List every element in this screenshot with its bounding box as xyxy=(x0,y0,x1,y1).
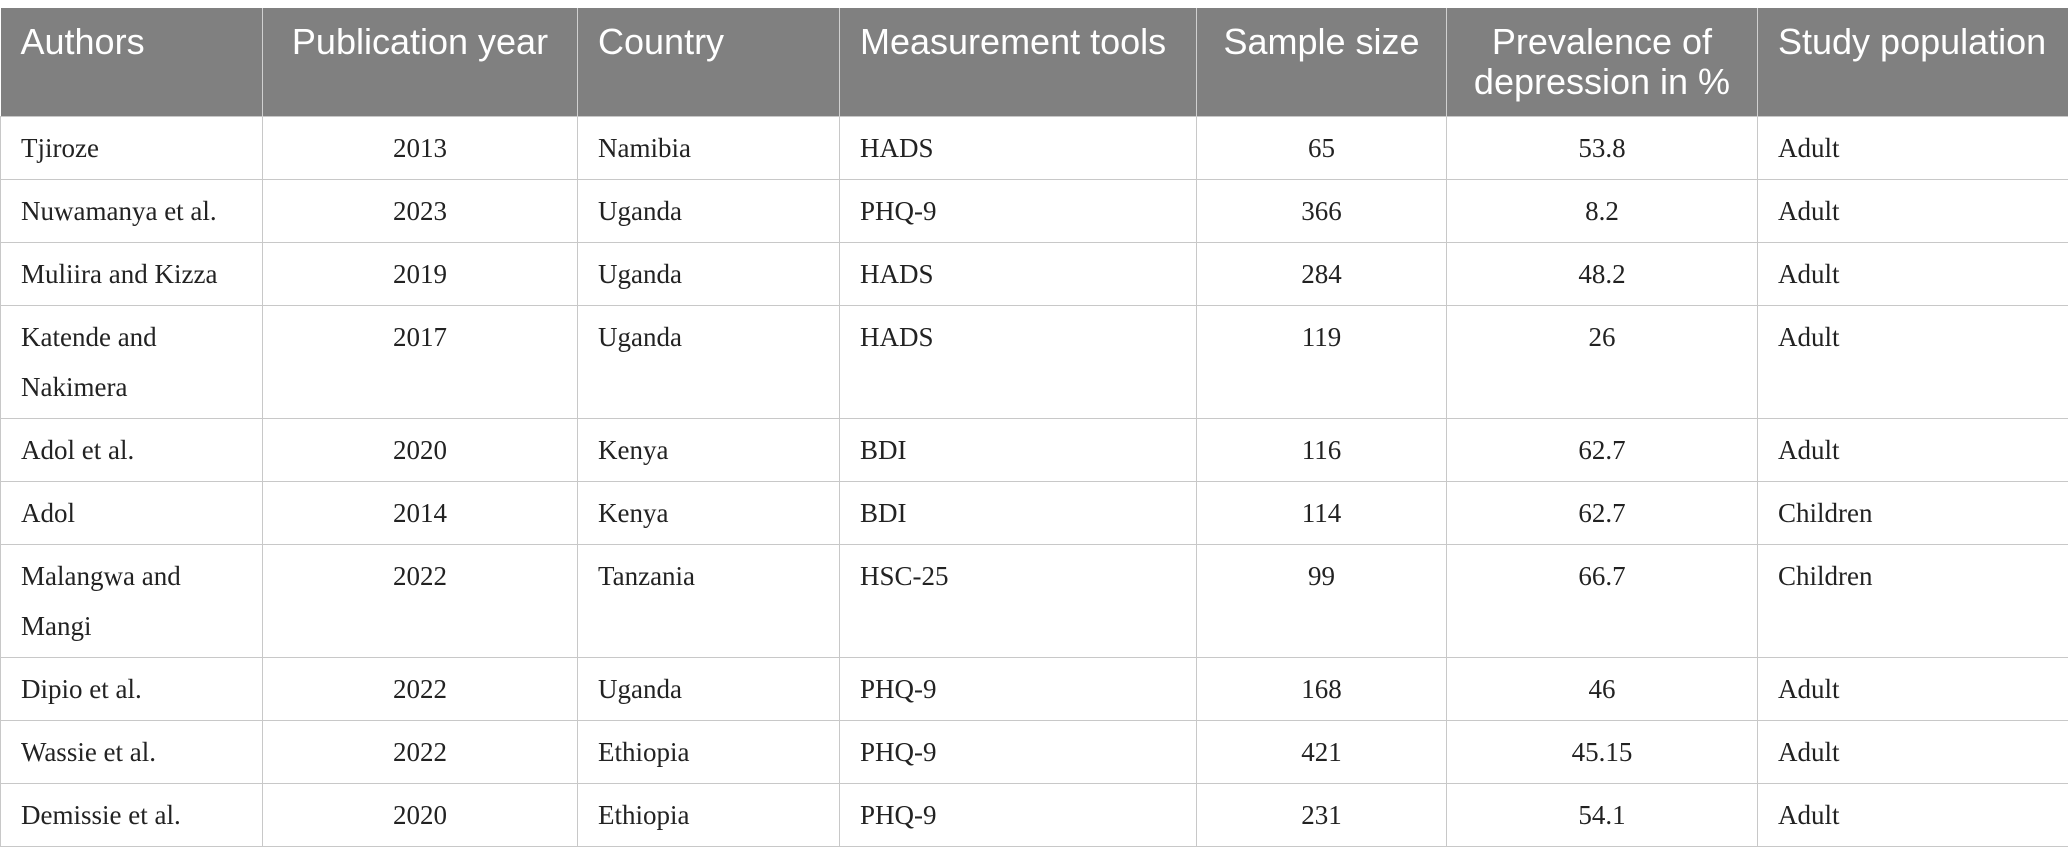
table-cell: Adult xyxy=(1757,417,2068,482)
table-row: Muliira and Kizza 2019 Uganda HADS 284 48.2 Ad… xyxy=(0,241,2068,306)
table-cell: 26 xyxy=(1446,304,1758,419)
table-cell: Children xyxy=(1757,480,2068,545)
table-cell: 62.7 xyxy=(1446,480,1758,545)
table-cell: Adol et al. xyxy=(0,417,263,482)
column-header: Publication year xyxy=(262,8,578,116)
data-table: Authors Publication year Country Measuremen… xyxy=(0,8,2068,847)
table-cell: 65 xyxy=(1196,115,1447,180)
table-cell: Malangwa and Mangi xyxy=(0,543,263,658)
header-row: Authors Publication year Country Measuremen… xyxy=(0,8,2068,116)
column-header: Measurement tools xyxy=(839,8,1197,116)
table-cell: 116 xyxy=(1196,417,1447,482)
table-row: Demissie et al. 2020 Ethiopia PHQ-9 231 54.1 A… xyxy=(0,782,2068,847)
table-cell: 421 xyxy=(1196,719,1447,784)
table-cell: 46 xyxy=(1446,656,1758,721)
table-cell: PHQ-9 xyxy=(839,178,1197,243)
table-row: Adol 2014 Kenya BDI 114 62.7 Children xyxy=(0,480,2068,545)
table-cell: HADS xyxy=(839,241,1197,306)
table-cell: BDI xyxy=(839,480,1197,545)
table-cell: Children xyxy=(1757,543,2068,658)
column-header: Authors xyxy=(0,8,263,116)
table-cell: Tanzania xyxy=(577,543,840,658)
table-cell: Kenya xyxy=(577,480,840,545)
table-cell: 99 xyxy=(1196,543,1447,658)
table-cell: Tjiroze xyxy=(0,115,263,180)
table-cell: Uganda xyxy=(577,656,840,721)
table-cell: HSC-25 xyxy=(839,543,1197,658)
table-cell: Adult xyxy=(1757,782,2068,847)
table-cell: Adult xyxy=(1757,304,2068,419)
table-cell: 2017 xyxy=(262,304,578,419)
table-cell: 231 xyxy=(1196,782,1447,847)
table-cell: Ethiopia xyxy=(577,719,840,784)
table-cell: 66.7 xyxy=(1446,543,1758,658)
table-cell: 2023 xyxy=(262,178,578,243)
column-header: Prevalence of depression in % xyxy=(1446,8,1758,116)
table-cell: PHQ-9 xyxy=(839,719,1197,784)
table-body: Tjiroze 2013 Namibia HADS 65 53.8 Adult Nuwaman… xyxy=(0,115,2068,847)
table-cell: Adult xyxy=(1757,241,2068,306)
table-row: Katende and Nakimera 2017 Uganda HADS 119 26 A… xyxy=(0,304,2068,419)
table-row: Malangwa and Mangi 2022 Tanzania HSC-25 99 66… xyxy=(0,543,2068,658)
table-header: Authors Publication year Country Measuremen… xyxy=(0,8,2068,116)
table-cell: PHQ-9 xyxy=(839,782,1197,847)
table-cell: Namibia xyxy=(577,115,840,180)
table-cell: 2022 xyxy=(262,719,578,784)
table-cell: Adult xyxy=(1757,178,2068,243)
table-cell: PHQ-9 xyxy=(839,656,1197,721)
table-cell: 53.8 xyxy=(1446,115,1758,180)
table-cell: 62.7 xyxy=(1446,417,1758,482)
table-cell: HADS xyxy=(839,304,1197,419)
table-cell: 2013 xyxy=(262,115,578,180)
table-cell: Kenya xyxy=(577,417,840,482)
table-cell: 168 xyxy=(1196,656,1447,721)
table-row: Wassie et al. 2022 Ethiopia PHQ-9 421 45.15 Ad… xyxy=(0,719,2068,784)
table-cell: 8.2 xyxy=(1446,178,1758,243)
table-row: Nuwamanya et al. 2023 Uganda PHQ-9 366 8.2 Adu… xyxy=(0,178,2068,243)
table-cell: Muliira and Kizza xyxy=(0,241,263,306)
table-cell: 2014 xyxy=(262,480,578,545)
table-cell: BDI xyxy=(839,417,1197,482)
table-cell: Wassie et al. xyxy=(0,719,263,784)
table-cell: 2022 xyxy=(262,543,578,658)
table-cell: 2020 xyxy=(262,782,578,847)
table-cell: Adol xyxy=(0,480,263,545)
column-header: Study population xyxy=(1757,8,2068,116)
table-cell: 45.15 xyxy=(1446,719,1758,784)
table-cell: Ethiopia xyxy=(577,782,840,847)
table-row: Dipio et al. 2022 Uganda PHQ-9 168 46 Adult xyxy=(0,656,2068,721)
table-cell: 2022 xyxy=(262,656,578,721)
table-cell: 114 xyxy=(1196,480,1447,545)
table-cell: 284 xyxy=(1196,241,1447,306)
table-cell: Katende and Nakimera xyxy=(0,304,263,419)
table-cell: Uganda xyxy=(577,241,840,306)
table-cell: 54.1 xyxy=(1446,782,1758,847)
table-cell: 2020 xyxy=(262,417,578,482)
table-cell: Demissie et al. xyxy=(0,782,263,847)
table-cell: Adult xyxy=(1757,656,2068,721)
column-header: Country xyxy=(577,8,840,116)
table-cell: Uganda xyxy=(577,178,840,243)
table-cell: Uganda xyxy=(577,304,840,419)
table-cell: 366 xyxy=(1196,178,1447,243)
table-cell: 48.2 xyxy=(1446,241,1758,306)
table-row: Adol et al. 2020 Kenya BDI 116 62.7 Adult xyxy=(0,417,2068,482)
table-cell: Nuwamanya et al. xyxy=(0,178,263,243)
table-row: Tjiroze 2013 Namibia HADS 65 53.8 Adult xyxy=(0,115,2068,180)
column-header: Sample size xyxy=(1196,8,1447,116)
table-cell: Dipio et al. xyxy=(0,656,263,721)
table-cell: 119 xyxy=(1196,304,1447,419)
table-cell: HADS xyxy=(839,115,1197,180)
table-cell: Adult xyxy=(1757,719,2068,784)
table-cell: 2019 xyxy=(262,241,578,306)
table-cell: Adult xyxy=(1757,115,2068,180)
